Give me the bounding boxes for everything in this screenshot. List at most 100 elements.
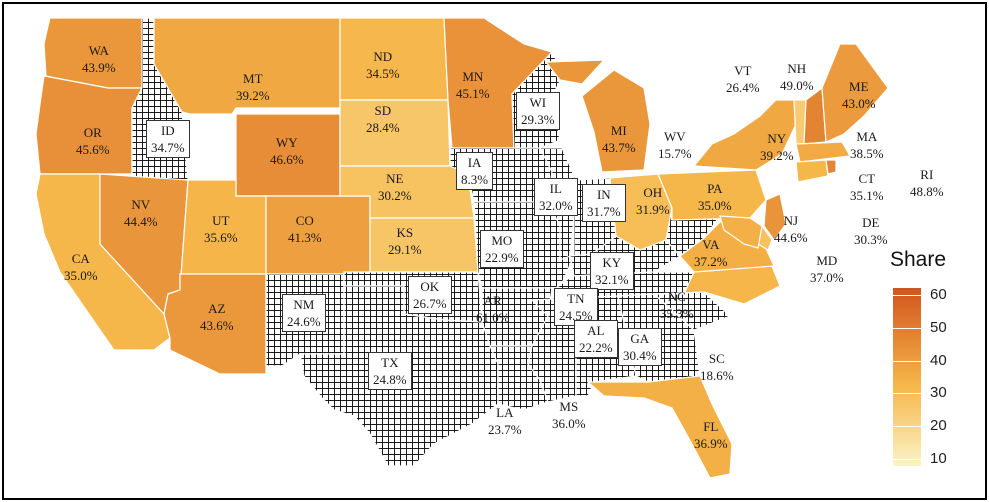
- state-label-mn: MN 45.1%: [456, 68, 490, 102]
- state-mi: [544, 59, 651, 173]
- state-share-value: 46.6%: [270, 152, 304, 167]
- state-ny: [692, 99, 797, 171]
- state-label-ne: NE 30.2%: [378, 170, 412, 204]
- state-share-value: 24.6%: [287, 314, 321, 329]
- legend-tick-mark: [893, 327, 921, 329]
- state-code: DE: [862, 215, 880, 230]
- state-code: CO: [295, 213, 314, 228]
- state-share-value: 35.0%: [64, 268, 98, 283]
- state-share-value: 39.2%: [236, 88, 270, 103]
- state-code: NM: [293, 297, 315, 312]
- state-share-value: 44.6%: [774, 230, 808, 245]
- state-label-va: VA 37.2%: [694, 236, 728, 270]
- state-label-az: AZ 43.6%: [200, 300, 234, 334]
- state-share-value: 48.8%: [910, 184, 944, 199]
- state-label-co: CO 41.3%: [288, 212, 322, 246]
- state-label-vt: VT 26.4%: [726, 62, 760, 96]
- legend-tick-label: 40: [930, 351, 947, 369]
- state-code: IA: [467, 155, 482, 170]
- state-code: NJ: [783, 213, 799, 228]
- state-code: VT: [734, 63, 752, 78]
- state-share-value: 18.6%: [700, 368, 734, 383]
- state-share-value: 28.4%: [366, 120, 400, 135]
- state-code: SD: [374, 103, 392, 118]
- state-label-md: MD 37.0%: [810, 252, 844, 286]
- legend-color-bar: [893, 288, 921, 466]
- state-share-value: 44.4%: [124, 214, 158, 229]
- state-share-value: 29.3%: [521, 112, 555, 127]
- legend-tick-label: 10: [930, 450, 947, 468]
- state-code: ID: [160, 123, 175, 138]
- state-label-tx: TX 24.8%: [368, 352, 412, 390]
- state-ma: [795, 141, 851, 163]
- state-code: AL: [587, 323, 605, 338]
- state-code: KY: [602, 255, 622, 270]
- state-label-wa: WA 43.9%: [82, 42, 116, 76]
- state-label-ri: RI 48.8%: [910, 166, 944, 200]
- state-share-value: 35.1%: [850, 188, 884, 203]
- state-share-value: 36.9%: [694, 436, 728, 451]
- share-legend: Share 60 50 40 30 20 10: [890, 248, 980, 478]
- state-label-ny: NY 39.2%: [760, 130, 794, 164]
- state-label-il: IL 32.0%: [534, 178, 578, 216]
- state-share-value: 43.6%: [200, 318, 234, 333]
- state-ri: [825, 159, 837, 175]
- state-code: NH: [787, 61, 807, 76]
- state-code: MD: [816, 253, 838, 268]
- state-label-ct: CT 35.1%: [850, 170, 884, 204]
- state-code: MN: [462, 69, 484, 84]
- state-me: [821, 43, 889, 143]
- legend-tick-mark: [893, 459, 921, 461]
- state-share-value: 15.7%: [658, 146, 692, 161]
- state-code: MI: [610, 123, 627, 138]
- state-code: LA: [496, 405, 514, 420]
- state-share-value: 36.0%: [552, 416, 586, 431]
- state-label-oh: OH 31.9%: [636, 184, 670, 218]
- state-code: IN: [596, 187, 611, 202]
- legend-tick-label: 50: [930, 318, 947, 336]
- state-share-value: 49.0%: [780, 78, 814, 93]
- state-share-value: 43.0%: [842, 96, 876, 111]
- state-code: AZ: [208, 301, 226, 316]
- state-share-value: 37.2%: [694, 254, 728, 269]
- state-label-or: OR 45.6%: [76, 124, 110, 158]
- state-code: MA: [856, 129, 878, 144]
- state-label-ia: IA 8.3%: [456, 152, 494, 190]
- state-share-value: 34.5%: [366, 66, 400, 81]
- state-share-value: 35.0%: [698, 198, 732, 213]
- legend-title: Share: [890, 248, 947, 271]
- state-share-value: 35.3%: [660, 306, 694, 321]
- state-code: TN: [567, 291, 585, 306]
- state-code: TX: [381, 355, 399, 370]
- state-label-ok: OK 26.7%: [408, 276, 452, 314]
- legend-tick-label: 30: [930, 384, 947, 402]
- state-label-in: IN 31.7%: [582, 184, 626, 222]
- state-label-al: AL 22.2%: [574, 320, 618, 358]
- state-share-value: 30.2%: [378, 188, 412, 203]
- state-share-value: 61.0%: [476, 310, 510, 325]
- state-label-ut: UT 35.6%: [204, 212, 238, 246]
- state-share-value: 39.2%: [760, 148, 794, 163]
- state-share-value: 8.3%: [461, 172, 489, 187]
- state-share-value: 45.1%: [456, 86, 490, 101]
- state-share-value: 22.9%: [485, 250, 519, 265]
- state-code: PA: [707, 181, 723, 196]
- state-label-sd: SD 28.4%: [366, 102, 400, 136]
- state-code: CT: [858, 171, 876, 186]
- state-label-la: LA 23.7%: [488, 404, 522, 438]
- state-code: FL: [703, 419, 719, 434]
- state-code: UT: [212, 213, 230, 228]
- state-share-value: 31.9%: [636, 202, 670, 217]
- state-label-nh: NH 49.0%: [780, 60, 814, 94]
- state-code: MS: [559, 399, 579, 414]
- state-label-nj: NJ 44.6%: [774, 212, 808, 246]
- state-code: OR: [83, 125, 102, 140]
- state-share-value: 32.0%: [539, 198, 573, 213]
- state-code: SC: [708, 351, 725, 366]
- state-share-value: 24.8%: [373, 372, 407, 387]
- state-share-value: 26.4%: [726, 80, 760, 95]
- state-share-value: 24.5%: [559, 308, 593, 323]
- state-label-mt: MT 39.2%: [236, 70, 270, 104]
- state-code: KS: [396, 225, 414, 240]
